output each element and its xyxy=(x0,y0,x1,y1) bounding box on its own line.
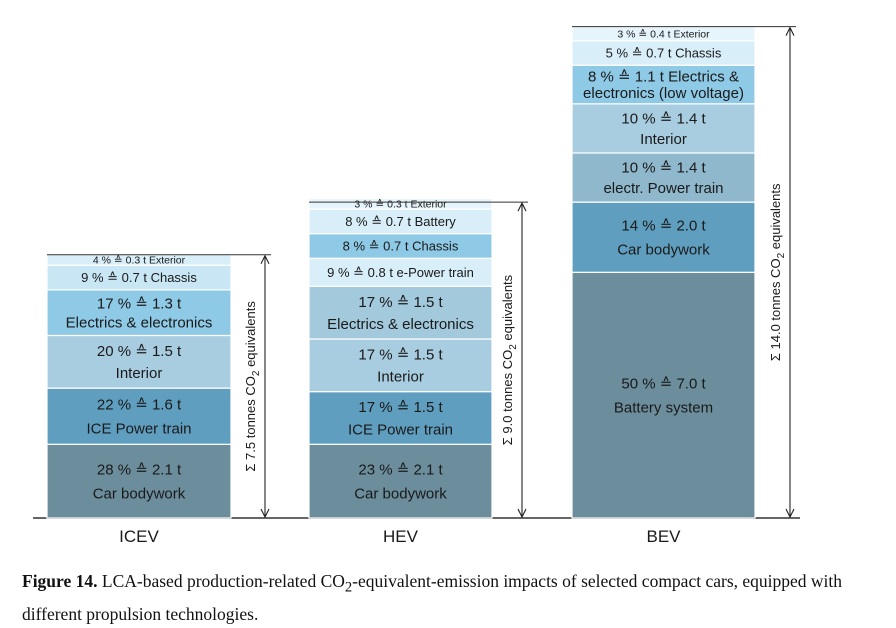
total-label-suffix: equivalents xyxy=(500,274,515,344)
bar-segment-hev-1 xyxy=(308,391,493,445)
total-label-subscript: 2 xyxy=(251,370,262,376)
segment-label-icev-0-1: Car bodywork xyxy=(93,485,186,502)
segment-label-hev-0-1: Car bodywork xyxy=(354,485,447,502)
segment-label-bev-3-0: 10 % ≙ 1.4 t xyxy=(621,110,706,127)
arrow-head-top-bev xyxy=(785,26,795,36)
total-label-subscript: 2 xyxy=(776,252,787,258)
bar-segment-bev-5 xyxy=(571,40,756,66)
caption-text-b: -equivalent-emission impacts of selected… xyxy=(22,571,843,624)
segment-label-icev-5-0: 4 % ≙ 0.3 t Exterior xyxy=(93,255,186,267)
total-label-main: Σ 7.5 tonnes CO xyxy=(243,376,258,471)
bar-segment-icev-4 xyxy=(46,264,232,291)
bar-segment-icev-1 xyxy=(46,387,232,445)
segment-label-hev-1-0: 17 % ≙ 1.5 t xyxy=(358,399,443,416)
segment-label-hev-1-1: ICE Power train xyxy=(348,421,453,438)
segment-label-bev-0-0: 50 % ≙ 7.0 t xyxy=(621,375,706,392)
segment-label-icev-1-0: 22 % ≙ 1.6 t xyxy=(97,397,182,414)
total-label-main: Σ 9.0 tonnes CO xyxy=(500,350,515,445)
total-label-suffix: equivalents xyxy=(243,301,258,371)
segment-label-icev-4-0: 9 % ≙ 0.7 t Chassis xyxy=(81,270,197,285)
bar-segment-icev-2 xyxy=(46,334,232,389)
segment-label-hev-6-0: 8 % ≙ 0.7 t Battery xyxy=(345,214,456,229)
segment-label-bev-1-1: Car bodywork xyxy=(617,241,710,258)
segment-label-hev-2-0: 17 % ≙ 1.5 t xyxy=(358,347,443,364)
total-label-icev: Σ 7.5 tonnes CO2 equivalents xyxy=(243,301,262,472)
segment-label-hev-2-1: Interior xyxy=(377,369,424,386)
segment-label-bev-6-0: 3 % ≙ 0.4 t Exterior xyxy=(617,28,710,40)
arrow-head-top-hev xyxy=(517,201,527,212)
segment-label-hev-0-0: 23 % ≙ 2.1 t xyxy=(358,461,443,478)
total-label-hev: Σ 9.0 tonnes CO2 equivalents xyxy=(500,274,519,445)
bar-segment-bev-0 xyxy=(571,271,756,519)
caption-subscript: 2 xyxy=(344,579,353,596)
bar-segment-bev-4 xyxy=(571,64,756,105)
figure-caption: Figure 14. LCA-based production-related … xyxy=(22,568,888,627)
segment-label-icev-3-0: 17 % ≙ 1.3 t xyxy=(97,295,182,312)
segment-label-icev-2-1: Interior xyxy=(116,365,163,382)
segment-label-hev-4-0: 9 % ≙ 0.8 t e-Power train xyxy=(327,265,474,280)
total-label-bev: Σ 14.0 tonnes CO2 equivalents xyxy=(768,183,787,361)
segment-label-bev-4-1: electronics (low voltage) xyxy=(583,85,744,102)
segment-label-bev-5-0: 5 % ≙ 0.7 t Chassis xyxy=(606,45,722,60)
category-label-icev: ICEV xyxy=(119,527,159,546)
bar-segment-hev-3 xyxy=(308,285,493,340)
segment-label-icev-2-0: 20 % ≙ 1.5 t xyxy=(97,343,182,360)
arrow-head-bottom-bev xyxy=(785,508,795,519)
segment-label-bev-2-1: electr. Power train xyxy=(603,180,723,197)
bar-segment-hev-6 xyxy=(308,208,493,235)
bar-segment-bev-1 xyxy=(571,201,756,273)
total-label-subscript: 2 xyxy=(508,344,519,350)
stacked-bar-chart: 28 % ≙ 2.1 t Car bodywork 22 % ≙ 1.6 t ICE … xyxy=(33,26,800,546)
caption-text-a: LCA-based production-related CO xyxy=(97,571,345,591)
bar-segment-bev-3 xyxy=(571,103,756,154)
bar-segment-hev-2 xyxy=(308,338,493,393)
segment-label-bev-4-0: 8 % ≙ 1.1 t Electrics & xyxy=(588,69,739,86)
total-label-main: Σ 14.0 tonnes CO xyxy=(768,258,783,361)
bar-segment-hev-0 xyxy=(308,443,493,519)
segment-label-hev-5-0: 8 % ≙ 0.7 t Chassis xyxy=(343,239,459,254)
segment-label-bev-2-0: 10 % ≙ 1.4 t xyxy=(621,159,706,176)
category-label-bev: BEV xyxy=(646,527,681,546)
segment-label-icev-0-0: 28 % ≙ 2.1 t xyxy=(97,461,182,478)
arrow-head-bottom-icev xyxy=(260,508,270,519)
total-label-suffix: equivalents xyxy=(768,183,783,253)
bar-segment-hev-5 xyxy=(308,233,493,259)
segment-label-bev-1-0: 14 % ≙ 2.0 t xyxy=(621,217,706,234)
segment-label-hev-3-1: Electrics & electronics xyxy=(327,316,474,333)
arrow-head-top-icev xyxy=(260,254,270,264)
caption-label: Figure 14. xyxy=(22,571,98,591)
segment-label-hev-3-0: 17 % ≙ 1.5 t xyxy=(358,294,443,311)
category-label-hev: HEV xyxy=(383,527,419,546)
bar-segment-icev-0 xyxy=(46,443,232,519)
bar-segment-hev-7 xyxy=(308,197,493,210)
segment-label-icev-1-1: ICE Power train xyxy=(86,420,191,437)
bar-segment-hev-4 xyxy=(308,257,493,287)
segment-label-bev-3-1: Interior xyxy=(640,131,687,148)
segment-label-bev-0-1: Battery system xyxy=(614,399,713,416)
arrow-head-bottom-hev xyxy=(517,508,527,519)
segment-label-hev-7-0: 3 % ≙ 0.3 t Exterior xyxy=(354,199,447,211)
segment-label-icev-3-1: Electrics & electronics xyxy=(66,314,213,331)
